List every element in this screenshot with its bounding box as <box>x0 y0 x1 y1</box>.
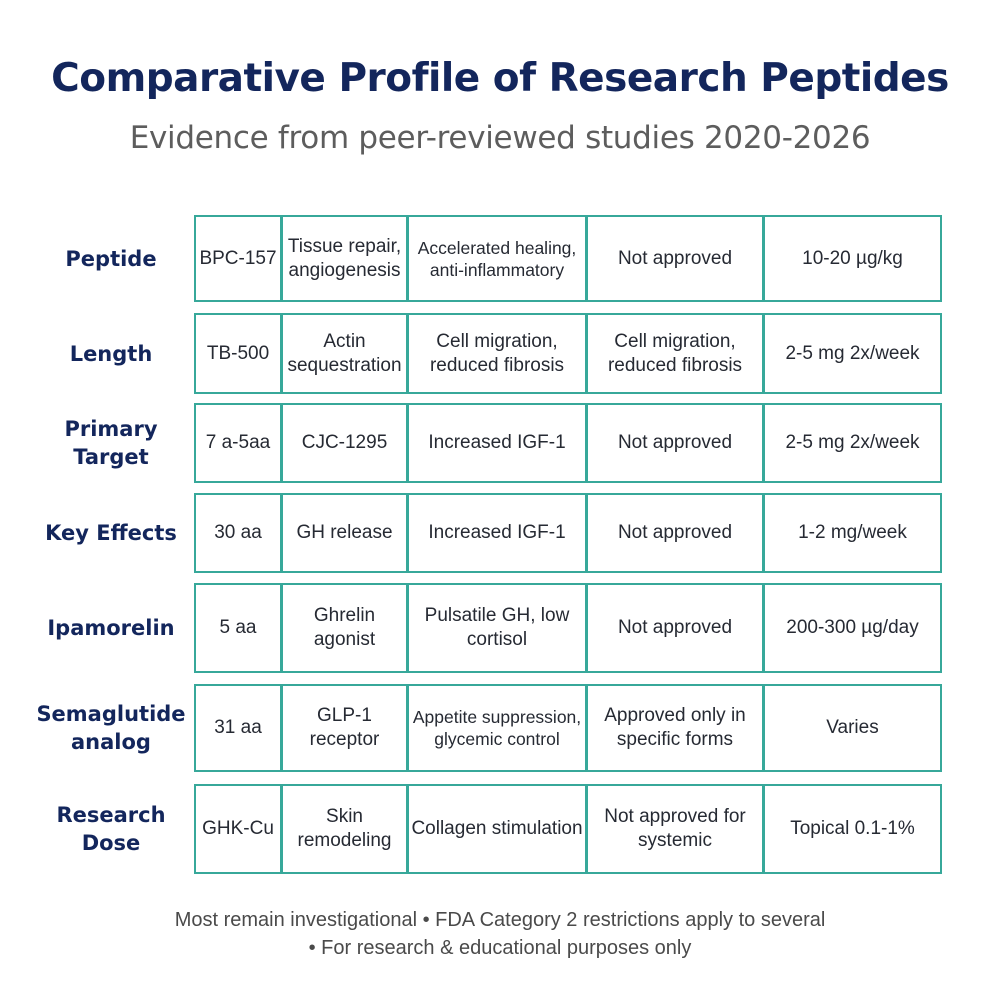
table-cell-col-1: GHK-Cu <box>194 784 282 874</box>
table-cell-col-4: Approved only in specific forms <box>586 684 764 772</box>
table-cell-col-2: GH release <box>281 493 408 573</box>
row-label: Length <box>28 313 194 394</box>
table-cell-col-2: GLP-1 receptor <box>281 684 408 772</box>
table-cell-col-3: Increased IGF-1 <box>407 493 587 573</box>
table-cell-col-1: BPC-157 <box>194 215 282 302</box>
row-label: Ipamorelin <box>28 583 194 673</box>
table-cell-col-2: Actin sequestration <box>281 313 408 394</box>
table-cell-col-1: 5 aa <box>194 583 282 673</box>
footer-note-line-2: • For research & educational purposes on… <box>308 937 692 959</box>
row-label-line: Length <box>69 341 153 366</box>
table-cell-col-5: 2-5 mg 2x/week <box>763 313 942 394</box>
table-cell-col-5: 200-300 µg/day <box>763 583 942 673</box>
row-label: Research Dose <box>28 784 194 874</box>
row-label-line: Key Effects <box>45 521 177 545</box>
table-cell-col-4: Not approved <box>586 493 764 573</box>
row-label-line: Dose <box>81 831 141 855</box>
row-label-line: Primary <box>64 417 158 441</box>
table-cell-col-2: Tissue repair, angiogenesis <box>281 215 408 302</box>
row-label-line: analog <box>71 730 151 754</box>
page-subtitle: Evidence from peer-reviewed studies 2020… <box>129 120 871 156</box>
table-cell-col-1: 30 aa <box>194 493 282 573</box>
table-cell-col-3: Cell migration, reduced fibrosis <box>407 313 587 394</box>
row-label-line: Ipamorelin <box>47 616 175 640</box>
table-cell-col-2: Ghrelin agonist <box>281 583 408 673</box>
table-cell-col-1: 7 a-5aa <box>194 403 282 483</box>
table-cell-col-3: Pulsatile GH, low cortisol <box>407 583 587 673</box>
page-title: Comparative Profile of Research Peptides <box>51 56 949 101</box>
row-label-line: Research <box>56 803 166 827</box>
table-cell-col-4: Not approved for systemic <box>586 784 764 874</box>
footer-note-line-1: Most remain investigational • FDA Catego… <box>174 909 826 931</box>
table-cell-col-1: 31 aa <box>194 684 282 772</box>
table-cell-col-4: Cell migration, reduced fibrosis <box>586 313 764 394</box>
row-label: Peptide <box>28 215 194 302</box>
table-cell-col-2: Skin remodeling <box>281 784 408 874</box>
row-label-line: Peptide <box>65 246 157 271</box>
table-cell-col-4: Not approved <box>586 215 764 302</box>
table-cell-col-3: Increased IGF-1 <box>407 403 587 483</box>
table-cell-col-4: Not approved <box>586 583 764 673</box>
row-label-line: Semaglutide <box>36 702 186 726</box>
table-cell-col-5: Varies <box>763 684 942 772</box>
table-cell-col-5: 1-2 mg/week <box>763 493 942 573</box>
table-cell-col-5: 10-20 µg/kg <box>763 215 942 302</box>
table-cell-col-1: TB-500 <box>194 313 282 394</box>
table-cell-col-3: Accelerated healing, anti-inflammatory <box>407 215 587 302</box>
table-cell-col-3: Collagen stimulation <box>407 784 587 874</box>
table-cell-col-3: Appetite suppression, glycemic control <box>407 684 587 772</box>
table-cell-col-5: Topical 0.1-1% <box>763 784 942 874</box>
table-cell-col-4: Not approved <box>586 403 764 483</box>
row-label: Semaglutide analog <box>28 684 194 772</box>
row-label: Primary Target <box>28 403 194 483</box>
row-label: Key Effects <box>28 493 194 573</box>
table-cell-col-5: 2-5 mg 2x/week <box>763 403 942 483</box>
table-cell-col-2: CJC-1295 <box>281 403 408 483</box>
row-label-line: Target <box>73 445 149 469</box>
